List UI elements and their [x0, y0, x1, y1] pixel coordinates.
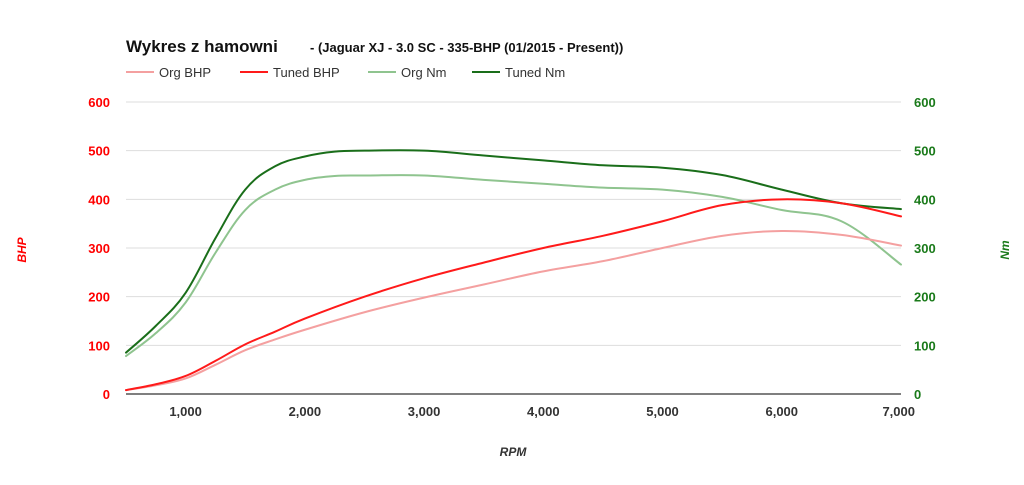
series-line-org-bhp	[125, 229, 902, 392]
legend: Org BHP Tuned BHP Org Nm Tuned Nm	[126, 65, 565, 80]
x-axis-title: RPM	[500, 445, 528, 459]
legend-label: Tuned BHP	[273, 65, 340, 80]
series-line-tuned-nm	[125, 149, 902, 354]
y-right-tick-label: 0	[914, 387, 921, 402]
series-lines	[125, 149, 902, 392]
legend-item-tuned-nm[interactable]: Tuned Nm	[472, 65, 565, 80]
legend-label: Org BHP	[159, 65, 211, 80]
legend-label: Tuned Nm	[505, 65, 565, 80]
series-line-tuned-bhp	[125, 198, 902, 392]
legend-label: Org Nm	[401, 65, 447, 80]
y-left-tick-label: 400	[88, 192, 110, 207]
y-left-tick-label: 100	[88, 338, 110, 353]
legend-item-org-bhp[interactable]: Org BHP	[126, 65, 211, 80]
x-tick-label: 4,000	[527, 404, 560, 419]
y-right-tick-label: 100	[914, 338, 936, 353]
x-tick-label: 1,000	[169, 404, 202, 419]
y-left-tick-label: 500	[88, 144, 110, 159]
x-tick-label: 7,000	[882, 404, 915, 419]
y-right-tick-label: 300	[914, 241, 936, 256]
chart-title: Wykres z hamowni	[126, 37, 278, 56]
legend-item-org-nm[interactable]: Org Nm	[368, 65, 447, 80]
y-axis-right-title: Nm	[998, 240, 1012, 260]
x-tick-label: 5,000	[646, 404, 679, 419]
legend-item-tuned-bhp[interactable]: Tuned BHP	[240, 65, 340, 80]
tick-labels: 0 0 100 100 200 200 300 300 400 400 500 500 600 600 1,…	[88, 95, 935, 419]
series-line-org-nm	[125, 174, 902, 358]
y-right-tick-label: 500	[914, 144, 936, 159]
y-right-tick-label: 400	[914, 192, 936, 207]
y-right-tick-label: 200	[914, 290, 936, 305]
y-left-tick-label: 600	[88, 95, 110, 110]
x-tick-label: 2,000	[289, 404, 322, 419]
y-right-tick-label: 600	[914, 95, 936, 110]
x-tick-label: 6,000	[765, 404, 798, 419]
y-axis-left-title: BHP	[15, 236, 29, 262]
y-left-tick-label: 0	[103, 387, 110, 402]
grid-lines	[126, 101, 901, 395]
y-left-tick-label: 300	[88, 241, 110, 256]
chart-subtitle: - (Jaguar XJ - 3.0 SC - 335-BHP (01/2015…	[310, 40, 623, 55]
x-tick-label: 3,000	[408, 404, 441, 419]
y-left-tick-label: 200	[88, 290, 110, 305]
chart-title-group: Wykres z hamowni - (Jaguar XJ - 3.0 SC -…	[126, 37, 623, 56]
